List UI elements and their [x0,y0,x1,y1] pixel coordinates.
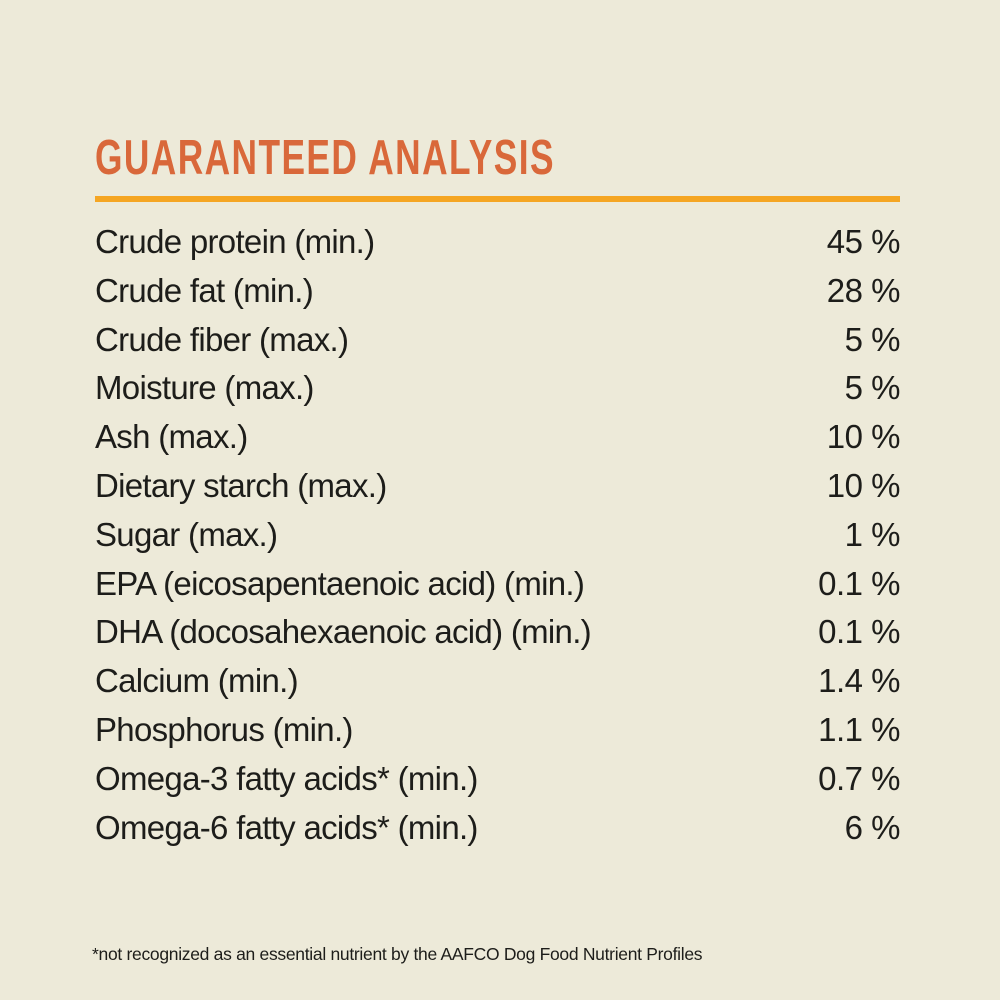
table-row: Moisture (max.) 5 % [95,364,901,413]
table-row: DHA (docosahexaenoic acid) (min.) 0.1 % [95,608,900,657]
table-row: Crude fiber (max.) 5 % [95,316,901,365]
nutrient-label: Moisture (max.) [95,369,314,407]
nutrient-value: 5 % [844,320,901,358]
nutrient-value: 45 % [826,223,901,260]
nutrient-label: Phosphorus (min.) [95,710,353,748]
nutrient-value: 5 % [844,369,901,407]
nutrient-value: 28 % [826,271,901,309]
table-row: Omega-3 fatty acids* (min.) 0.7 % [95,755,900,804]
nutrient-label: Omega-3 fatty acids* (min.) [95,759,478,797]
table-row: Dietary starch (max.) 10 % [95,462,901,511]
analysis-table: Crude protein (min.) 45 % Crude fat (min.)… [95,218,901,853]
nutrient-label: Crude fat (min.) [95,271,314,309]
nutrient-value: 1.1 % [818,710,900,748]
nutrient-label: Dietary starch (max.) [95,466,387,504]
table-row: Ash (max.) 10 % [95,413,901,462]
nutrient-label: EPA (eicosapentaenoic acid) (min.) [95,564,585,602]
table-row: EPA (eicosapentaenoic acid) (min.) 0.1 % [95,560,900,609]
nutrient-value: 10 % [826,466,901,504]
table-row: Omega-6 fatty acids* (min.) 6 % [95,804,901,853]
table-row: Sugar (max.) 1 % [95,511,901,560]
aafco-footnote: *not recognized as an essential nutrient… [92,944,703,964]
nutrient-label: Ash (max.) [95,418,248,456]
nutrient-value: 0.7 % [818,759,900,797]
nutrient-label: Sugar (max.) [95,515,278,553]
table-row: Crude fat (min.) 28 % [95,267,901,316]
nutrient-value: 1 % [844,515,901,553]
nutrient-label: Calcium (min.) [95,662,299,700]
nutrient-value: 0.1 % [818,613,900,651]
heading-divider [95,196,900,202]
page-title: GUARANTEED ANALYSIS [95,131,555,185]
nutrient-label: Omega-6 fatty acids* (min.) [95,808,478,846]
nutrient-value: 1.4 % [818,662,900,700]
nutrient-value: 0.1 % [818,564,900,602]
table-row: Crude protein (min.) 45 % [95,218,901,267]
nutrient-label: Crude fiber (max.) [95,320,349,358]
nutrient-label: DHA (docosahexaenoic acid) (min.) [95,613,592,651]
table-row: Phosphorus (min.) 1.1 % [95,706,900,755]
nutrient-value: 6 % [844,808,901,846]
label-content: GUARANTEED ANALYSIS Crude protein (min.)… [95,131,901,853]
table-row: Calcium (min.) 1.4 % [95,657,900,706]
nutrient-label: Crude protein (min.) [95,223,375,260]
nutrient-value: 10 % [826,418,901,456]
